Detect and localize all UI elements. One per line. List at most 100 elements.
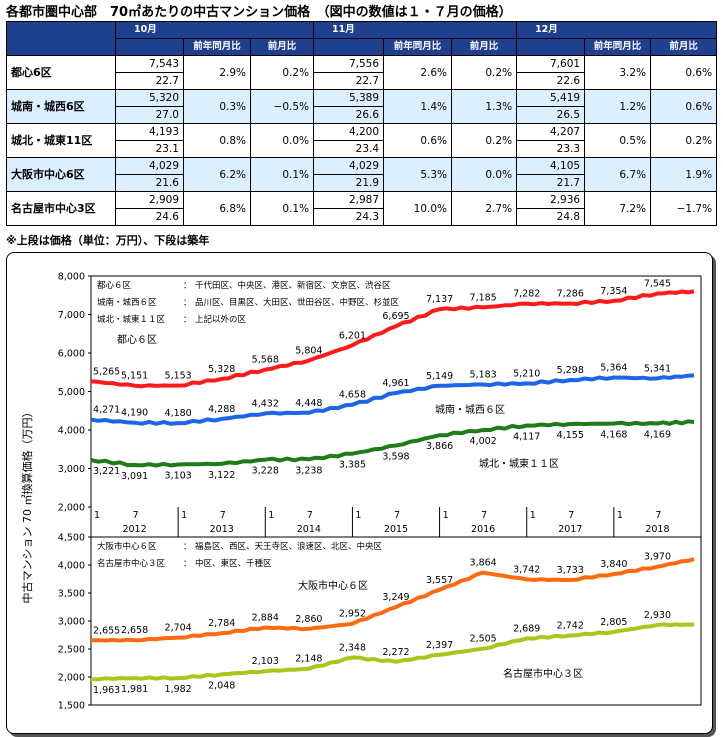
yoy-cell: 10.0% xyxy=(383,191,453,226)
y-tick-label: 8,000 xyxy=(58,272,85,283)
data-label: 5,804 xyxy=(295,346,322,357)
data-label: 4,288 xyxy=(208,404,235,415)
age-cell: 26.5 xyxy=(516,106,586,124)
table-row: 名古屋市中心3区 2,909 6.8% 0.1% 2,987 10.0% 2.7% 2,936… xyxy=(6,191,718,226)
yoy-cell: 0.5% xyxy=(584,123,652,158)
price-cell: 4,193 xyxy=(115,123,184,141)
yoy-cell: 1.4% xyxy=(383,89,453,124)
table-subheader-row: 前年同月比 前月比 前年同月比 前月比 前年同月比 前月比 xyxy=(7,38,718,56)
data-label: 3,864 xyxy=(470,558,497,569)
data-label: 2,148 xyxy=(295,654,322,665)
data-label: 5,153 xyxy=(165,371,192,382)
data-label: 5,341 xyxy=(644,363,671,374)
x-year-label: 2016 xyxy=(471,524,495,535)
data-label: 2,658 xyxy=(121,625,148,636)
price-cell: 7,601 xyxy=(516,55,586,73)
age-cell: 22.6 xyxy=(516,72,586,90)
yoy-cell: 0.8% xyxy=(183,123,251,158)
data-label: 4,180 xyxy=(165,408,192,419)
line-chart: 1 7 1 7 1 7 1 7 1 7 1 7 1 7 2012 2013 2014 2015 2016 2017 20… xyxy=(20,272,702,712)
legend-note-sep: ： xyxy=(183,559,192,569)
y-tick-label: 2,000 xyxy=(58,673,85,684)
x-month-label: 7 xyxy=(133,510,139,521)
price-table: 10月 11月 12月 前年同月比 前月比 前年同月比 前月比 前年同月比 前月… xyxy=(6,21,718,226)
data-label: 2,742 xyxy=(557,620,584,631)
series-callout-label: 城北・城東１１区 xyxy=(479,457,559,470)
yoy-subheader: 前年同月比 xyxy=(584,38,652,56)
data-label: 2,884 xyxy=(252,612,279,623)
data-label: 7,137 xyxy=(426,294,453,305)
month-header: 10月 xyxy=(114,21,315,39)
price-cell: 4,105 xyxy=(516,157,586,175)
data-label: 4,002 xyxy=(470,436,497,447)
data-label: 5,149 xyxy=(426,371,453,382)
data-label: 2,784 xyxy=(208,618,235,629)
legend-note-value: 中区、東区、千種区 xyxy=(195,558,272,569)
series-line xyxy=(90,289,695,389)
data-label: 3,228 xyxy=(252,466,279,477)
yoy-cell: 2.9% xyxy=(183,55,251,90)
data-label: 6,695 xyxy=(382,311,409,322)
y-tick-label: 5,000 xyxy=(58,387,85,398)
price-cell: 2,987 xyxy=(313,191,385,209)
x-month-label: 1 xyxy=(355,510,361,521)
x-month-label: 1 xyxy=(181,510,187,521)
data-label: 4,155 xyxy=(557,430,584,441)
age-cell: 22.7 xyxy=(115,72,184,90)
price-cell: 5,320 xyxy=(115,89,184,107)
mom-cell: 0.0% xyxy=(451,157,518,192)
yoy-cell: 0.6% xyxy=(383,123,453,158)
legend-note-key: 城南・城西６区 xyxy=(97,297,157,308)
data-label: 7,545 xyxy=(644,279,671,290)
data-label: 4,271 xyxy=(93,405,120,416)
price-cell: 5,389 xyxy=(313,89,385,107)
data-label: 2,704 xyxy=(165,623,192,634)
series-line xyxy=(90,373,695,426)
mom-subheader: 前月比 xyxy=(650,38,718,56)
mom-cell: 0.1% xyxy=(249,157,315,192)
mom-cell: 0.6% xyxy=(650,89,718,124)
mom-subheader: 前月比 xyxy=(249,38,315,56)
yoy-cell: 3.2% xyxy=(584,55,652,90)
data-label: 5,210 xyxy=(513,368,540,379)
data-label: 6,201 xyxy=(339,330,366,341)
data-label: 5,328 xyxy=(208,364,235,375)
y-tick-label: 3,000 xyxy=(58,617,85,628)
data-label: 3,221 xyxy=(93,466,120,477)
data-label: 2,272 xyxy=(382,647,409,658)
series-line xyxy=(90,419,695,468)
data-label: 7,282 xyxy=(513,289,540,300)
mom-cell: 0.0% xyxy=(249,123,315,158)
y-tick-label: 3,500 xyxy=(58,589,85,600)
x-year-label: 2015 xyxy=(384,524,408,535)
data-label: 2,103 xyxy=(252,656,279,667)
data-label: 4,961 xyxy=(382,378,409,389)
legend-note-value: 千代田区、中央区、港区、新宿区、文京区、渋谷区 xyxy=(195,280,391,291)
x-month-label: 1 xyxy=(617,510,623,521)
region-name: 都心6区 xyxy=(6,55,116,90)
series-line xyxy=(90,622,695,682)
table-body: 都心6区 7,543 2.9% 0.2% 7,556 2.6% 0.2% 7,601 3.2% 0… xyxy=(6,55,718,226)
series-callout-label: 大阪市中心６区 xyxy=(298,579,368,592)
mom-cell: 0.2% xyxy=(451,123,518,158)
age-cell: 26.6 xyxy=(313,106,385,124)
x-month-label: 1 xyxy=(268,510,274,521)
region-name: 城北・城東11区 xyxy=(6,123,116,158)
data-label: 2,689 xyxy=(513,623,540,634)
legend-note-key: 城北・城東１１区 xyxy=(97,314,166,325)
yoy-cell: 0.3% xyxy=(183,89,251,124)
data-label: 4,432 xyxy=(252,398,279,409)
table-row-age: 27.0 26.6 26.5 xyxy=(7,106,717,124)
age-cell: 24.6 xyxy=(115,208,184,226)
month-header: 11月 xyxy=(313,21,518,39)
x-year-label: 2012 xyxy=(122,524,146,535)
yoy-cell: 5.3% xyxy=(383,157,453,192)
series-line xyxy=(90,557,695,643)
data-label: 2,505 xyxy=(470,634,497,645)
table-row: 城北・城東11区 4,193 0.8% 0.0% 4,200 0.6% 0.2% 4,207 0… xyxy=(6,123,718,158)
month-header: 12月 xyxy=(516,21,718,39)
series-callout-label: 城南・城西６区 xyxy=(435,403,505,416)
table-row: 大阪市中心6区 4,029 6.2% 0.1% 4,029 5.3% 0.0% 4,105 6.… xyxy=(6,157,718,192)
data-label: 5,364 xyxy=(600,362,627,373)
data-label: 5,183 xyxy=(470,369,497,380)
